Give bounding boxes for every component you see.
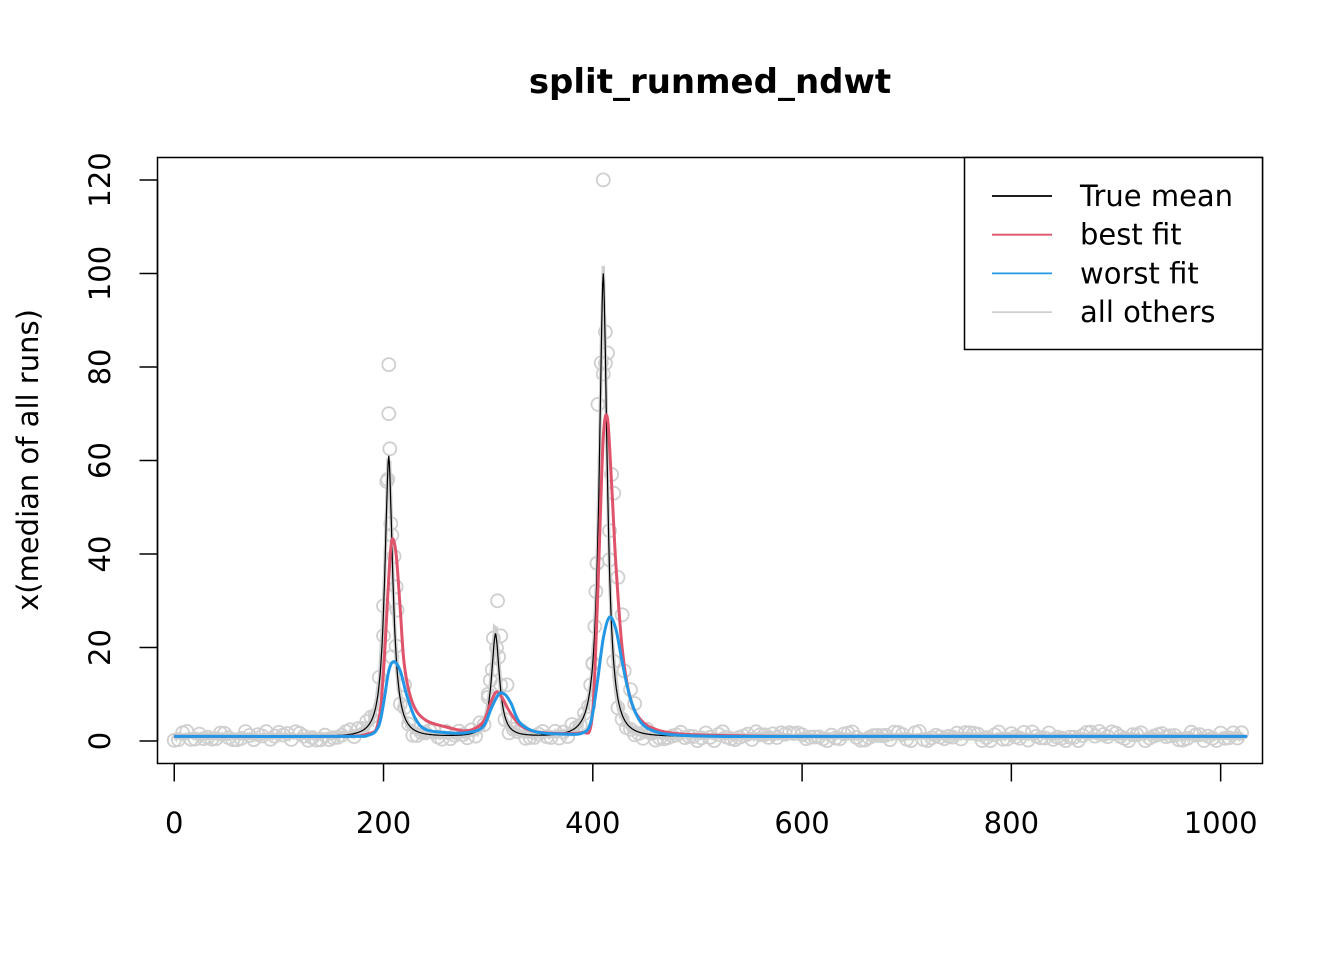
data-point [389, 602, 405, 618]
data-point [386, 549, 402, 564]
data-point [974, 733, 990, 748]
data-point [1125, 727, 1141, 743]
data-point [595, 172, 611, 188]
data-point [614, 607, 630, 623]
data-point [1108, 725, 1124, 741]
data-point [191, 726, 207, 742]
data-point [744, 732, 760, 747]
chart-title: split_runmed_ndwt [529, 62, 891, 102]
data-point [590, 396, 606, 412]
x-tick-label: 1000 [1184, 806, 1258, 840]
data-point [602, 523, 617, 538]
legend: True mean best fit worst fit all others [963, 156, 1264, 351]
x-tick-label: 600 [774, 806, 829, 840]
data-point [614, 711, 630, 727]
legend-label: best fit [1080, 218, 1182, 252]
x-tick-label: 0 [165, 806, 183, 840]
data-point [493, 628, 509, 644]
x-axis: 0 200 400 600 800 1000 [165, 762, 1258, 840]
y-tick-label: 120 [83, 152, 117, 207]
y-axis: 0 20 40 60 80 100 120 [83, 152, 159, 750]
data-point [1234, 725, 1249, 741]
y-tick-label: 100 [83, 246, 117, 301]
data-point [1070, 733, 1086, 748]
y-tick-label: 40 [83, 536, 117, 573]
data-point [409, 728, 425, 743]
data-point [911, 724, 927, 739]
x-tick-label: 800 [984, 806, 1039, 840]
y-axis-label: x(median of all runs) [11, 309, 45, 611]
data-point [246, 732, 262, 747]
x-tick-label: 400 [565, 806, 620, 840]
data-point [212, 725, 228, 741]
data-point [382, 441, 398, 457]
data-point [1225, 725, 1241, 741]
y-tick-label: 20 [83, 629, 117, 666]
x-tick-label: 200 [356, 806, 411, 840]
y-tick-label: 80 [83, 349, 117, 386]
series-line-best-fit [174, 413, 1248, 739]
series-line-worst-fit [174, 615, 1248, 738]
data-point [595, 366, 611, 382]
data-point [748, 724, 764, 740]
data-point [886, 724, 902, 740]
legend-label: all others [1080, 295, 1215, 329]
legend-label: True mean [1079, 179, 1233, 213]
data-point [497, 712, 513, 727]
data-point [853, 732, 869, 748]
data-point [381, 406, 397, 422]
y-tick-label: 60 [83, 442, 117, 479]
legend-box [963, 156, 1264, 351]
data-point [225, 732, 241, 748]
legend-label: worst fit [1080, 256, 1199, 290]
y-tick-label: 0 [83, 732, 117, 750]
data-point [1171, 732, 1187, 748]
data-point [1183, 724, 1199, 740]
data-point [376, 628, 391, 644]
data-point [381, 357, 397, 373]
data-point [490, 593, 506, 609]
